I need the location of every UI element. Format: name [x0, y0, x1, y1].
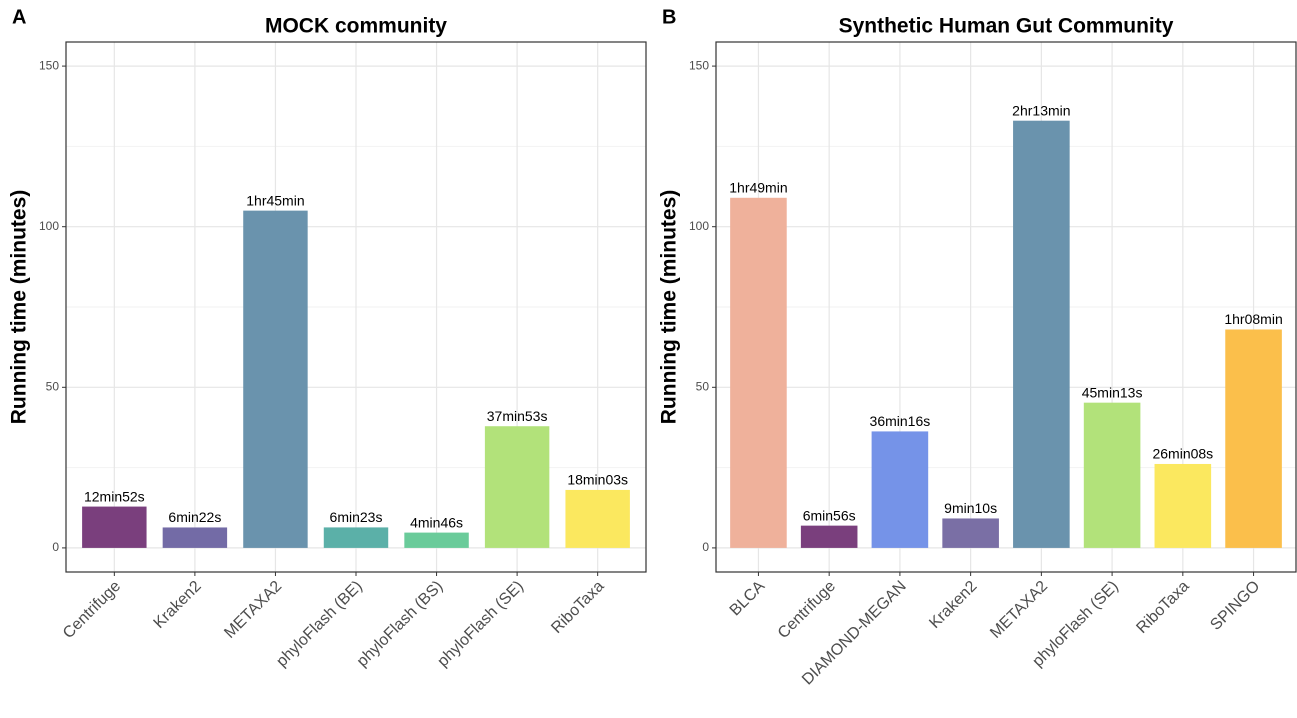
- bar: [1083, 402, 1141, 548]
- value-label: 12min52s: [84, 488, 145, 504]
- bar: [484, 426, 550, 548]
- value-label: 1hr49min: [729, 179, 787, 195]
- chart-title: Synthetic Human Gut Community: [839, 15, 1174, 38]
- value-label: 37min53s: [487, 408, 548, 424]
- chart-title: MOCK community: [265, 15, 447, 38]
- x-tick-label: METAXA2: [987, 578, 1051, 642]
- value-label: 9min10s: [944, 500, 997, 516]
- bar: [1013, 120, 1070, 548]
- y-tick-label: 150: [689, 58, 709, 72]
- y-tick-label: 50: [46, 379, 60, 393]
- x-tick-label: phyloFlash (SE): [434, 578, 527, 671]
- x-tick-label: Centrifuge: [775, 578, 839, 642]
- x-tick-label: phyloFlash (BE): [273, 578, 366, 671]
- y-axis-label: Running time (minutes): [658, 190, 681, 425]
- panel-label: A: [12, 6, 26, 28]
- x-tick-label: phyloFlash (BS): [354, 578, 447, 671]
- y-tick-label: 100: [39, 219, 59, 233]
- bar: [82, 506, 147, 548]
- y-tick-label: 50: [696, 379, 710, 393]
- plot-border: [65, 41, 647, 573]
- bar: [404, 532, 469, 548]
- value-label: 4min46s: [410, 514, 463, 530]
- value-label: 6min56s: [803, 507, 856, 523]
- x-tick-label: Centrifuge: [60, 578, 124, 642]
- value-label: 26min08s: [1152, 446, 1213, 462]
- bar: [871, 431, 929, 548]
- value-label: 18min03s: [567, 472, 628, 488]
- y-tick-label: 0: [52, 540, 59, 554]
- y-tick-label: 150: [39, 58, 59, 72]
- bar: [800, 525, 858, 548]
- y-axis-label: Running time (minutes): [8, 190, 31, 425]
- x-tick-label: RiboTaxa: [1133, 578, 1192, 637]
- x-tick-label: RiboTaxa: [548, 578, 607, 637]
- bar: [1154, 463, 1212, 548]
- bar: [730, 197, 787, 548]
- value-label: 6min22s: [168, 509, 221, 525]
- value-label: 36min16s: [870, 413, 931, 429]
- plot-border: [715, 41, 1297, 573]
- y-tick-label: 0: [702, 540, 709, 554]
- bar: [162, 527, 228, 548]
- value-label: 1hr08min: [1224, 311, 1282, 327]
- y-tick-label: 100: [689, 219, 709, 233]
- value-label: 45min13s: [1082, 384, 1143, 400]
- x-tick-label: Kraken2: [151, 578, 205, 632]
- value-label: 2hr13min: [1012, 102, 1070, 118]
- x-tick-label: BLCA: [727, 578, 769, 620]
- bar: [323, 527, 389, 548]
- bar: [1225, 329, 1282, 548]
- panel-label: B: [662, 6, 676, 28]
- value-label: 1hr45min: [246, 192, 304, 208]
- x-tick-label: METAXA2: [221, 578, 285, 642]
- value-label: 6min23s: [330, 509, 383, 525]
- bar: [942, 518, 999, 548]
- bar: [565, 489, 630, 548]
- x-tick-label: SPINGO: [1207, 578, 1263, 634]
- bar: [243, 210, 308, 548]
- x-tick-label: Kraken2: [926, 578, 980, 632]
